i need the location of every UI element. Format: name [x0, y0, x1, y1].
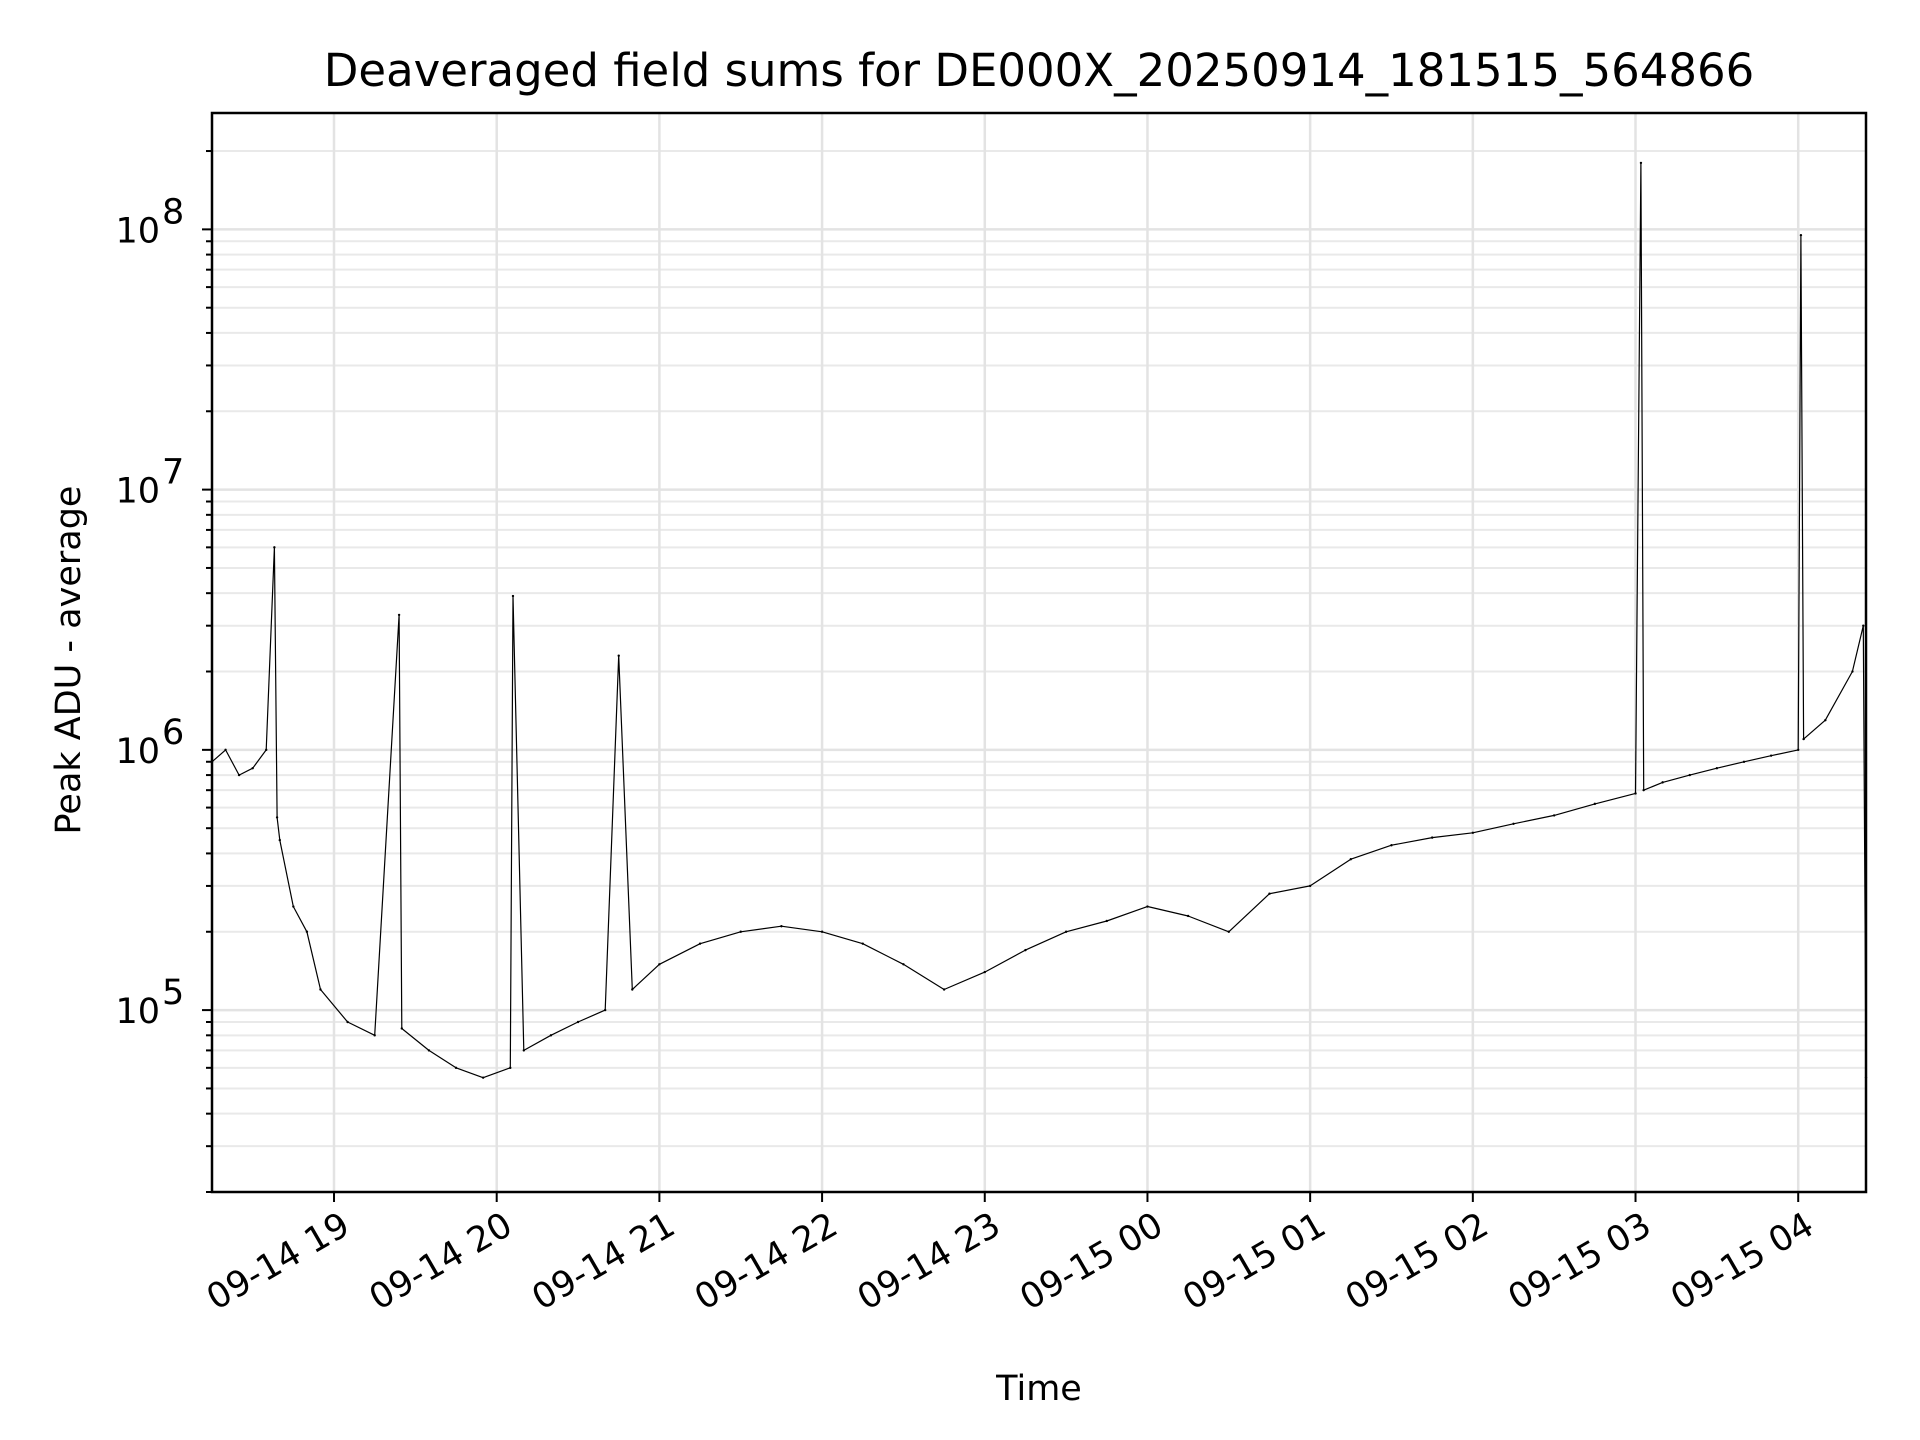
data-point	[1512, 822, 1515, 825]
data-point	[305, 930, 309, 933]
data-point	[617, 654, 620, 657]
data-point	[1802, 737, 1805, 741]
data-point	[1552, 814, 1556, 817]
data-point	[1064, 930, 1068, 933]
data-point	[698, 942, 702, 945]
data-point	[1715, 767, 1719, 770]
data-point	[983, 970, 986, 974]
data-point	[1797, 748, 1800, 752]
data-point	[1430, 836, 1434, 839]
data-point	[1824, 719, 1827, 722]
data-point	[1146, 905, 1149, 908]
data-point	[739, 930, 742, 933]
x-axis-label: Time	[995, 1369, 1082, 1409]
data-point	[1634, 792, 1637, 795]
y-axis-label: Peak ADU - average	[49, 486, 89, 835]
data-point	[346, 1020, 349, 1024]
data-point	[1851, 670, 1854, 673]
data-point	[522, 1049, 526, 1052]
data-point	[481, 1076, 485, 1079]
data-point	[780, 925, 783, 928]
plot-frame	[210, 111, 1868, 1194]
y-tick-exponent: 5	[162, 973, 184, 1013]
grid	[212, 113, 1866, 1193]
y-tick-label: 10	[115, 211, 160, 251]
data-point	[1186, 914, 1190, 918]
y-tick-label: 10	[115, 732, 160, 772]
data-point	[400, 1027, 404, 1030]
data-point	[1688, 773, 1691, 777]
data-point	[397, 613, 401, 617]
data-point	[237, 773, 241, 777]
data-point	[1769, 754, 1773, 757]
data-point	[603, 1008, 607, 1012]
data-point	[292, 905, 295, 908]
data-point	[275, 816, 279, 819]
data-point	[576, 1020, 580, 1024]
data-point	[427, 1049, 431, 1052]
data-point	[861, 942, 864, 945]
data-point	[265, 748, 268, 752]
series-layer	[210, 161, 1868, 1079]
data-point	[1593, 802, 1597, 806]
data-point	[454, 1066, 458, 1070]
data-point	[820, 930, 824, 933]
data-point	[1642, 788, 1645, 792]
y-tick-exponent: 8	[162, 192, 184, 232]
data-point	[1105, 919, 1108, 923]
data-point	[902, 963, 905, 966]
data-point	[251, 767, 254, 770]
data-point	[224, 748, 227, 752]
chart-title: Deaveraged field sums for DE000X_2025091…	[324, 44, 1754, 97]
data-point	[1024, 948, 1027, 952]
y-tick-exponent: 7	[162, 453, 184, 493]
data-point	[511, 594, 515, 598]
data-point	[319, 988, 322, 991]
y-tick-exponent: 6	[162, 713, 184, 753]
data-point	[1471, 831, 1475, 835]
data-point	[509, 1066, 512, 1070]
data-point	[273, 546, 276, 549]
data-point	[373, 1034, 376, 1037]
data-point	[1639, 161, 1643, 165]
data-point	[1227, 930, 1231, 933]
data-point	[631, 988, 634, 991]
data-point	[1349, 858, 1353, 861]
data-point	[1308, 884, 1312, 888]
data-point	[942, 988, 946, 991]
data-point	[658, 963, 661, 966]
data-point	[278, 838, 281, 842]
y-tick-label: 10	[115, 472, 160, 512]
data-point	[549, 1034, 553, 1037]
data-point	[1390, 844, 1393, 847]
data-point	[1799, 233, 1803, 237]
y-tick-label: 10	[115, 992, 160, 1032]
data-point	[1862, 624, 1865, 627]
data-point	[1268, 892, 1271, 895]
data-point	[1661, 781, 1664, 784]
data-point	[1742, 760, 1746, 763]
